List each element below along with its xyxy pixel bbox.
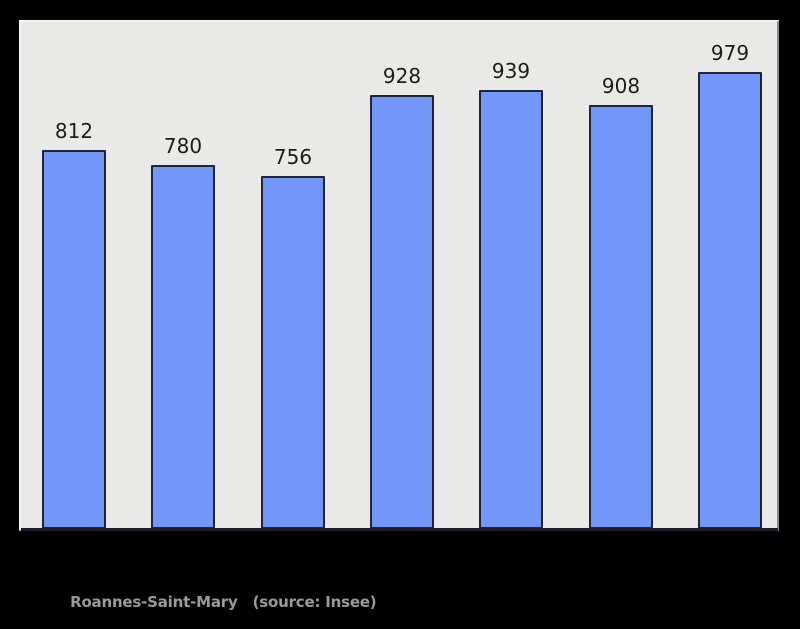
bar-value-label: 979 — [710, 41, 750, 65]
bar-value-label: 780 — [163, 134, 203, 158]
bar-value-label: 908 — [601, 74, 641, 98]
bar[interactable] — [698, 72, 762, 529]
caption-source: (source: Insee) — [252, 593, 377, 611]
bar[interactable] — [589, 105, 653, 529]
caption-separator — [238, 593, 253, 611]
bar[interactable] — [42, 150, 106, 529]
bar[interactable] — [479, 90, 543, 529]
bar[interactable] — [151, 165, 215, 529]
bar[interactable] — [261, 176, 325, 529]
plot-area: 812 780 756 928 939 908 979 — [21, 22, 777, 529]
chart-canvas: 812 780 756 928 939 908 979 Roannes-Saint-Mary… — [19, 20, 779, 611]
caption-place: Roannes-Saint-Mary — [70, 593, 238, 611]
chart-caption: Roannes-Saint-Mary (source: Insee) — [50, 575, 377, 629]
bar[interactable] — [370, 95, 434, 529]
bar-value-label: 812 — [54, 119, 94, 143]
bar-value-label: 939 — [491, 59, 531, 83]
bar-value-label: 756 — [273, 145, 313, 169]
bar-value-label: 928 — [382, 64, 422, 88]
x-axis-line — [21, 528, 778, 531]
